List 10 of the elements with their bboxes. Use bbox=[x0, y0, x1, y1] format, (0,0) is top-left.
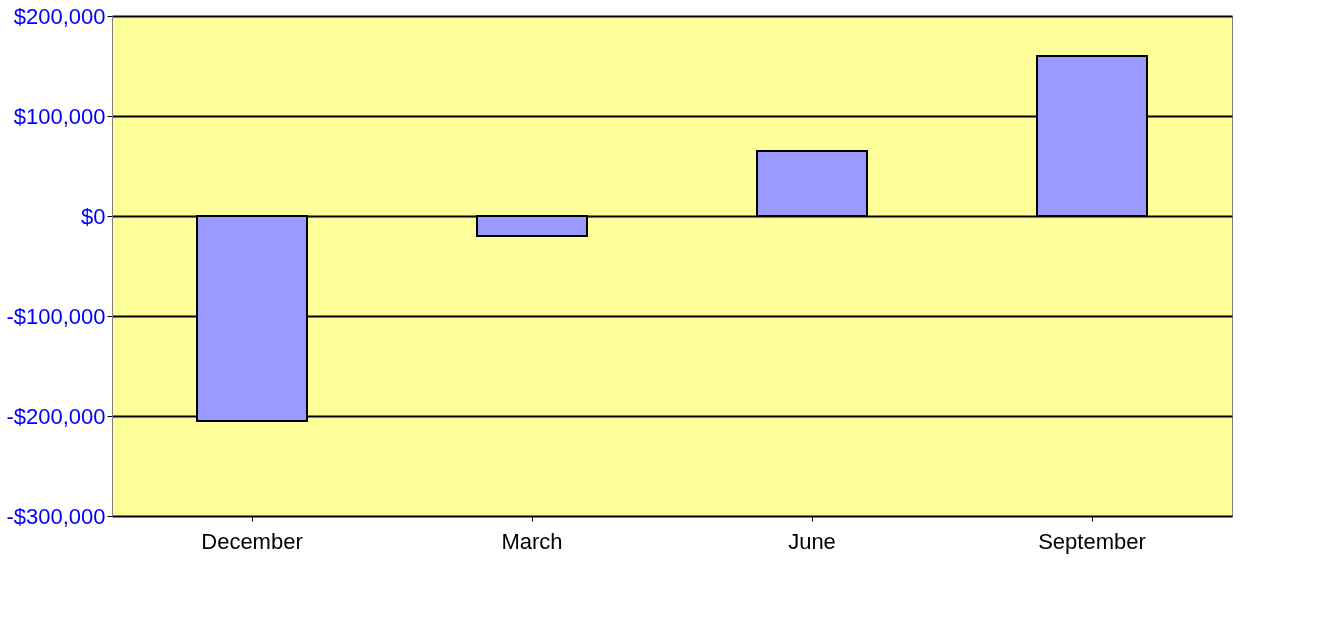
y-tick-label: -$300,000 bbox=[6, 503, 106, 529]
y-tick-label: -$100,000 bbox=[6, 303, 106, 329]
y-tick-label: $100,000 bbox=[13, 103, 106, 129]
x-tick-label: March bbox=[501, 528, 563, 554]
y-tick-label: -$200,000 bbox=[6, 403, 106, 429]
x-tick-label: September bbox=[1038, 528, 1146, 554]
x-tick-label: December bbox=[201, 528, 303, 554]
x-tick-label: June bbox=[788, 528, 836, 554]
y-tick-label: $0 bbox=[81, 203, 106, 229]
y-tick-label: $200,000 bbox=[13, 3, 106, 29]
